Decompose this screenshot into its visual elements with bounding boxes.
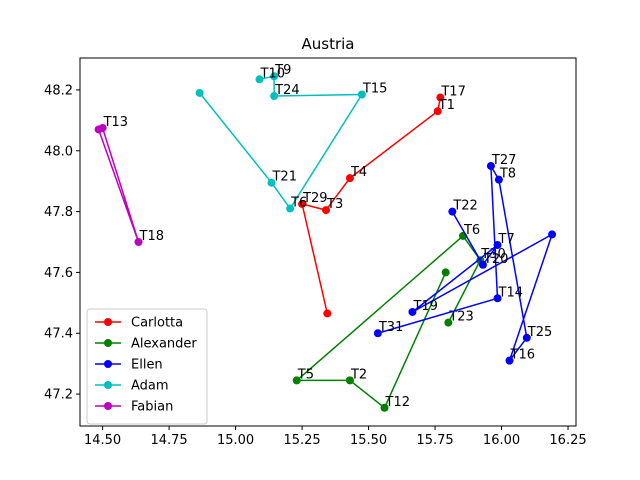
- point-label-carlotta: T17: [440, 85, 465, 100]
- data-point-carlotta: [298, 199, 307, 208]
- data-point-adam: [270, 92, 279, 101]
- data-point-adam: [270, 72, 279, 81]
- data-point-alexander: [441, 268, 450, 277]
- point-label-ellen: T16: [510, 348, 535, 363]
- point-label-fabian: T13: [103, 115, 128, 130]
- x-tick-label: 16.25: [549, 433, 586, 448]
- legend: Carlotta Alexander Ellen Adam Fabian: [86, 308, 208, 425]
- x-tick-label: 15.00: [217, 433, 254, 448]
- y-tick-label: 47.4: [44, 327, 73, 342]
- y-tick-label: 48.2: [44, 83, 73, 98]
- data-point-alexander: [292, 376, 301, 385]
- data-point-carlotta: [433, 107, 442, 116]
- point-label-ellen: T7: [498, 232, 515, 247]
- data-point-ellen: [493, 241, 502, 250]
- data-point-adam: [286, 204, 295, 213]
- data-point-carlotta: [436, 93, 445, 102]
- point-label-ellen: T27: [491, 153, 516, 168]
- axes: 14.50 14.75 15.00 15.25 15.50 15.75 16.00 16.25…: [44, 83, 587, 448]
- plot-area: T17T1T4T3T29T12T2T5T6T30T23T22T20T7T19T1…: [94, 63, 557, 412]
- point-label-adam: T15: [362, 81, 387, 96]
- legend-frame: [86, 308, 208, 425]
- legend-marker-ellen: [104, 360, 112, 368]
- x-tick-label: 14.75: [150, 433, 187, 448]
- legend-marker-adam: [104, 381, 112, 389]
- y-tick-label: 47.6: [44, 266, 73, 281]
- data-point-ellen: [548, 230, 557, 239]
- legend-label-alexander: Alexander: [131, 337, 197, 352]
- x-tick-label: 15.75: [416, 433, 453, 448]
- point-label-ellen: T19: [412, 299, 437, 314]
- data-point-adam: [255, 75, 264, 84]
- series-fabian: T13 T18: [94, 115, 164, 246]
- x-tick-label: 16.00: [483, 433, 520, 448]
- data-point-ellen: [373, 329, 382, 338]
- point-label-alexander: T23: [448, 310, 473, 325]
- x-tick-label: 14.50: [84, 433, 121, 448]
- data-point-carlotta: [345, 174, 354, 183]
- point-label-carlotta: T3: [326, 197, 343, 212]
- point-label-adam: T24: [274, 83, 299, 98]
- point-label-adam: T21: [271, 170, 296, 185]
- point-label-ellen: T25: [527, 325, 552, 340]
- legend-label-carlotta: Carlotta: [131, 316, 183, 331]
- legend-marker-carlotta: [104, 318, 112, 326]
- point-label-carlotta: T29: [302, 191, 327, 206]
- data-point-ellen: [478, 260, 487, 269]
- y-tick-label: 47.2: [44, 388, 73, 403]
- data-point-fabian: [134, 238, 143, 246]
- data-point-alexander: [345, 376, 354, 385]
- point-label-ellen: T8: [499, 167, 516, 182]
- chart-title: Austria: [302, 35, 355, 53]
- point-label-alexander: T12: [385, 395, 410, 410]
- legend-label-adam: Adam: [131, 379, 169, 394]
- point-label-fabian: T18: [139, 229, 164, 244]
- data-point-alexander: [444, 318, 453, 327]
- point-label-ellen: T20: [483, 252, 508, 267]
- data-point-ellen: [505, 356, 514, 365]
- data-point-alexander: [380, 403, 389, 412]
- data-point-adam: [267, 178, 276, 187]
- point-label-alexander: T6: [463, 223, 480, 238]
- y-tick-label: 47.8: [44, 205, 73, 220]
- point-label-carlotta: T4: [350, 165, 367, 180]
- point-label-ellen: T31: [378, 320, 403, 335]
- data-point-carlotta: [322, 206, 331, 215]
- legend-marker-alexander: [104, 339, 112, 347]
- data-point-ellen: [486, 161, 495, 170]
- data-point-adam: [357, 90, 366, 99]
- data-point-carlotta: [323, 309, 332, 318]
- data-point-ellen: [494, 175, 503, 184]
- data-point-ellen: [493, 294, 502, 303]
- point-label-adam: T6: [290, 196, 307, 211]
- point-label-ellen: T22: [452, 199, 477, 214]
- point-label-adam: T9: [274, 63, 291, 78]
- legend-label-fabian: Fabian: [131, 400, 173, 415]
- x-tick-label: 15.50: [350, 433, 387, 448]
- data-point-adam: [195, 88, 204, 97]
- data-point-ellen: [448, 207, 457, 216]
- legend-label-ellen: Ellen: [131, 358, 163, 373]
- point-label-alexander: T2: [350, 367, 367, 382]
- point-label-carlotta: T1: [438, 98, 455, 113]
- data-point-fabian: [94, 125, 103, 134]
- point-label-ellen: T14: [498, 285, 523, 300]
- data-point-ellen: [522, 333, 531, 342]
- point-label-alexander: T5: [297, 367, 314, 382]
- legend-marker-fabian: [104, 402, 112, 410]
- x-tick-label: 15.25: [283, 433, 320, 448]
- y-tick-label: 48.0: [44, 144, 73, 159]
- point-label-adam: T10: [260, 66, 285, 81]
- plot-frame: [79, 57, 577, 427]
- data-point-ellen: [408, 307, 417, 316]
